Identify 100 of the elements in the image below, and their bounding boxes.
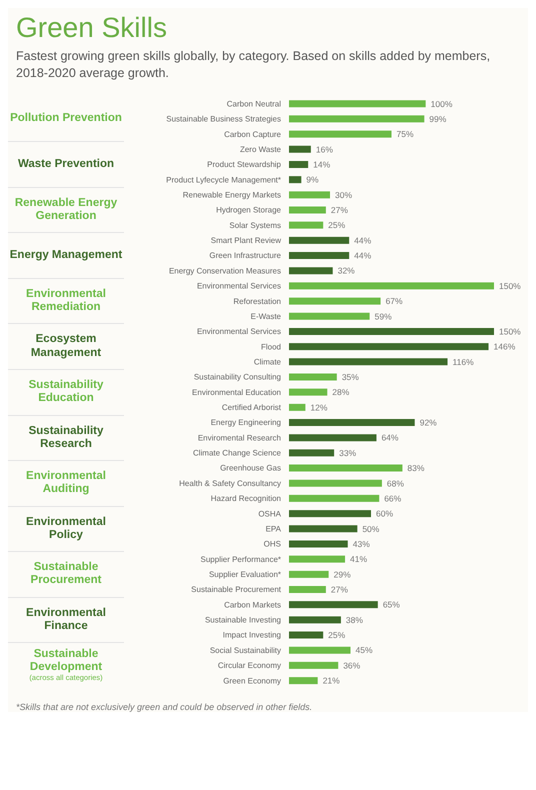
text: Sustainability Education: [28, 379, 104, 406]
y-tick-label: Hydrogen Storage: [216, 205, 282, 214]
text: Environmental Remediation: [25, 288, 107, 314]
data-label: 43%: [352, 538, 370, 549]
text: Pollution Prevention: [10, 112, 122, 126]
data-label: 16%: [316, 144, 334, 154]
y-tick-label: Certified Arborist: [222, 402, 282, 412]
y-tick-label: OHS: [264, 539, 281, 548]
bar: [289, 600, 378, 608]
y-tick-label: Climate: [254, 357, 282, 366]
data-label: 146%: [494, 341, 516, 352]
bar: [289, 662, 338, 669]
data-label: 99%: [429, 114, 447, 124]
y-tick-label: Product Stewardship: [207, 160, 282, 169]
y-tick-label: Circular Economy: [218, 660, 281, 670]
bar: [289, 115, 424, 122]
text: Environmental Finance: [25, 606, 107, 634]
data-label: 27%: [330, 584, 348, 594]
data-label: 27%: [330, 204, 348, 215]
bar: [289, 540, 348, 548]
y-tick-label: Impact Investing: [222, 630, 281, 640]
data-label: 75%: [396, 128, 414, 139]
y-tick-label: Energy Conservation Measures: [168, 266, 281, 276]
data-label: 38%: [346, 614, 364, 625]
y-tick-label: Sustainable Investing: [204, 615, 281, 624]
y-tick-label: Social Sustainability: [210, 646, 281, 655]
data-label: 21%: [322, 675, 340, 686]
y-tick-label: Green Economy: [223, 676, 281, 685]
data-label: 25%: [328, 630, 346, 640]
data-label: 36%: [343, 660, 361, 670]
bar: [289, 418, 415, 426]
data-label: 83%: [407, 462, 425, 473]
bar: [289, 586, 326, 593]
bar: [289, 206, 326, 214]
y-tick-label: Carbon Markets: [224, 600, 281, 610]
data-label: 50%: [362, 524, 380, 534]
bar: [289, 479, 382, 486]
y-tick-label: Flood: [260, 342, 281, 352]
data-label: 100%: [430, 98, 453, 109]
data-label: 14%: [313, 159, 331, 170]
bar: [289, 221, 324, 228]
y-tick-label: Green Infrastructure: [209, 250, 282, 260]
y-tick-label: E-Waste: [250, 312, 282, 321]
data-label: 45%: [356, 644, 373, 655]
data-label: 68%: [386, 478, 404, 488]
y-tick-label: Energy Engineering: [210, 418, 281, 427]
data-label: 30%: [335, 190, 352, 200]
bar: [289, 297, 381, 304]
bar: [289, 616, 341, 624]
chart-title: Green Skills: [16, 12, 168, 44]
y-tick-label: Carbon Capture: [224, 130, 282, 139]
y-tick-label: Sustainability Consulting: [194, 372, 281, 382]
y-tick-label: Zero Waste: [240, 144, 282, 154]
bar: [289, 100, 426, 107]
y-tick-label: Solar Systems: [229, 220, 281, 230]
data-label: 64%: [381, 432, 399, 442]
bar: [289, 130, 392, 138]
data-label: 150%: [499, 280, 522, 291]
bar: [289, 328, 494, 335]
y-tick-label: EPA: [266, 524, 282, 534]
y-tick-label: Product Lyfecycle Management*: [166, 175, 281, 184]
y-tick-label: Sustainable Procurement: [191, 584, 282, 594]
bar: [289, 464, 402, 472]
chart-subtitle: Fastest growing green skills globally, by category. Based on skills added by members, 2018-2020 average growth.: [16, 48, 492, 82]
bar: [289, 449, 334, 456]
text: Waste Prevention: [18, 158, 114, 172]
bar: [289, 252, 350, 259]
bar: [289, 342, 489, 350]
y-tick-label: Smart Plant Review: [210, 236, 282, 245]
y-tick-label: Greenhouse Gas: [220, 463, 281, 472]
bar: [289, 266, 333, 274]
data-label: 67%: [386, 296, 404, 306]
y-tick-label: Environmental Services: [196, 326, 281, 336]
y-tick-label: Climate Change Science: [192, 448, 282, 458]
bar: [289, 510, 371, 517]
data-label: 29%: [334, 569, 352, 580]
data-label: 32%: [338, 265, 356, 276]
data-label: 44%: [354, 250, 372, 260]
data-label: 33%: [339, 448, 357, 458]
data-label: 150%: [499, 326, 522, 336]
bar: [289, 555, 346, 562]
y-tick-label: Hazard Recognition: [210, 494, 281, 503]
text: Energy Management: [10, 249, 122, 262]
data-label: 65%: [382, 599, 400, 610]
y-tick-label: Health & Safety Consultancy: [179, 478, 281, 488]
bar: [289, 404, 306, 411]
data-label: 66%: [384, 493, 402, 504]
y-tick-label: Enviromental Research: [198, 433, 281, 442]
y-tick-label: Carbon Neutral: [226, 99, 282, 108]
y-tick-label: Reforestation: [233, 296, 281, 306]
y-tick-label: Environmental Services: [196, 281, 281, 290]
bar: [289, 312, 370, 320]
bar: [289, 494, 380, 502]
bar: [289, 160, 308, 168]
bar: [289, 434, 376, 441]
bar: [289, 176, 302, 183]
data-label: 59%: [374, 311, 392, 322]
data-label: 92%: [420, 417, 438, 428]
data-label: 116%: [452, 356, 474, 367]
data-label: 41%: [350, 554, 368, 564]
